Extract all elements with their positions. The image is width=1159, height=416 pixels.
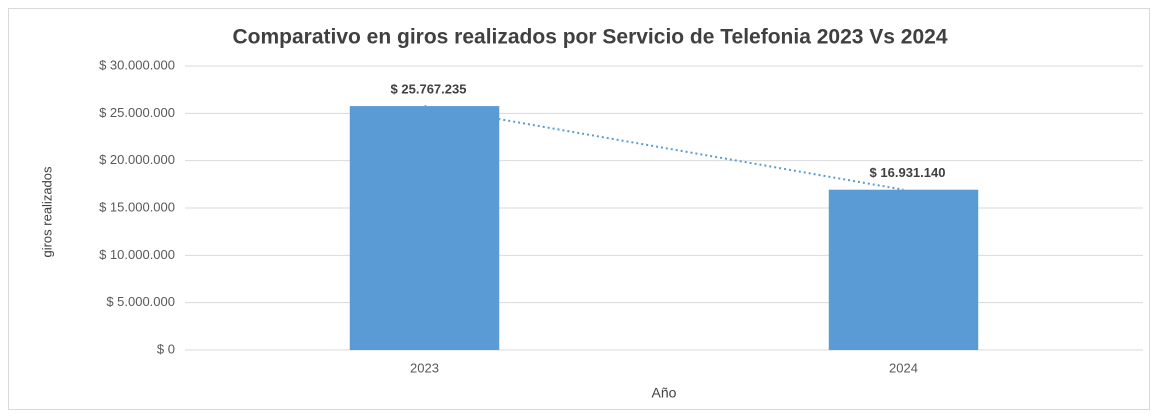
x-tick-label: 2024 [889, 360, 918, 375]
y-tick-label: $ 15.000.000 [99, 199, 175, 214]
y-tick-label: $ 25.000.000 [99, 105, 175, 120]
bar [828, 189, 979, 350]
bar [349, 106, 500, 350]
y-tick-label: $ 20.000.000 [99, 152, 175, 167]
y-tick-label: $ 30.000.000 [99, 57, 175, 72]
data-label: $ 25.767.235 [391, 82, 467, 97]
data-label: $ 16.931.140 [870, 165, 946, 180]
trend-line [424, 105, 904, 191]
y-axis-label: giros realizados [39, 166, 54, 258]
x-axis-label: Año [652, 385, 677, 401]
y-tick-label: $ 5.000.000 [106, 294, 175, 309]
chart-border [8, 8, 1150, 410]
x-tick-label: 2023 [410, 360, 439, 375]
chart-title: Comparativo en giros realizados por Serv… [232, 26, 947, 49]
y-tick-label: $ 10.000.000 [99, 247, 175, 262]
y-tick-label: $ 0 [157, 341, 175, 356]
